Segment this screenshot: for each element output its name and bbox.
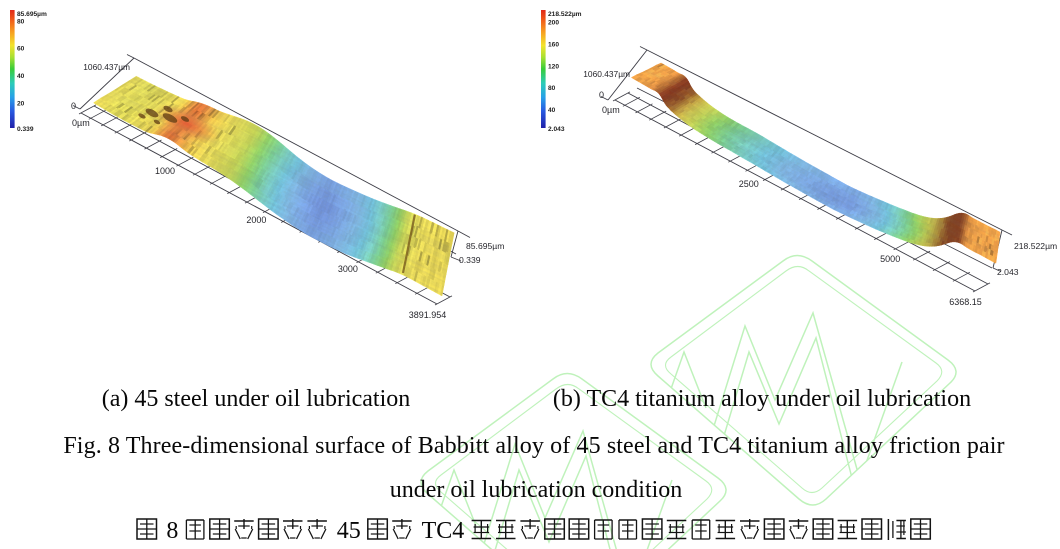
- svg-text:40: 40: [548, 107, 556, 114]
- svg-text:0.339: 0.339: [459, 255, 481, 265]
- svg-text:80: 80: [17, 19, 25, 26]
- svg-text:(a) 45 steel under oil lubrica: (a) 45 steel under oil lubrication: [102, 386, 411, 412]
- svg-text:200: 200: [548, 20, 559, 27]
- svg-text:80: 80: [548, 85, 556, 92]
- svg-text:85.695µm: 85.695µm: [17, 11, 47, 18]
- svg-text:0.339: 0.339: [17, 126, 34, 133]
- svg-text:60: 60: [17, 46, 25, 53]
- svg-text:(b) TC4 titanium alloy under o: (b) TC4 titanium alloy under oil lubrica…: [553, 386, 971, 412]
- svg-text:0µm: 0µm: [72, 118, 90, 128]
- svg-text:under oil lubrication conditio: under oil lubrication condition: [390, 477, 683, 503]
- svg-text:120: 120: [548, 64, 559, 71]
- svg-text:2500: 2500: [739, 179, 759, 189]
- svg-text:0: 0: [71, 101, 76, 111]
- svg-text:2.043: 2.043: [548, 126, 565, 133]
- svg-text:5000: 5000: [880, 254, 900, 264]
- svg-text:3891.954: 3891.954: [409, 310, 447, 320]
- svg-text:8: 8: [166, 518, 178, 544]
- svg-text:TC4: TC4: [422, 518, 465, 544]
- svg-text:2000: 2000: [246, 215, 266, 225]
- svg-text:3000: 3000: [338, 264, 358, 274]
- svg-text:20: 20: [17, 101, 25, 108]
- svg-text:0: 0: [599, 90, 604, 100]
- svg-text:1000: 1000: [155, 166, 175, 176]
- svg-text:1060.437µm: 1060.437µm: [83, 62, 130, 72]
- svg-text:45: 45: [337, 518, 361, 544]
- svg-text:6368.15: 6368.15: [949, 297, 982, 307]
- svg-text:0µm: 0µm: [602, 105, 620, 115]
- svg-text:1060.437µm: 1060.437µm: [583, 69, 630, 79]
- svg-text:40: 40: [17, 73, 25, 80]
- svg-text:218.522µm: 218.522µm: [1014, 241, 1057, 251]
- svg-text:160: 160: [548, 42, 559, 49]
- svg-text:85.695µm: 85.695µm: [466, 241, 504, 251]
- svg-text:Fig. 8 Three-dimensional surfa: Fig. 8 Three-dimensional surface of Babb…: [63, 433, 1004, 459]
- svg-text:2.043: 2.043: [997, 267, 1019, 277]
- svg-text:218.522µm: 218.522µm: [548, 11, 582, 18]
